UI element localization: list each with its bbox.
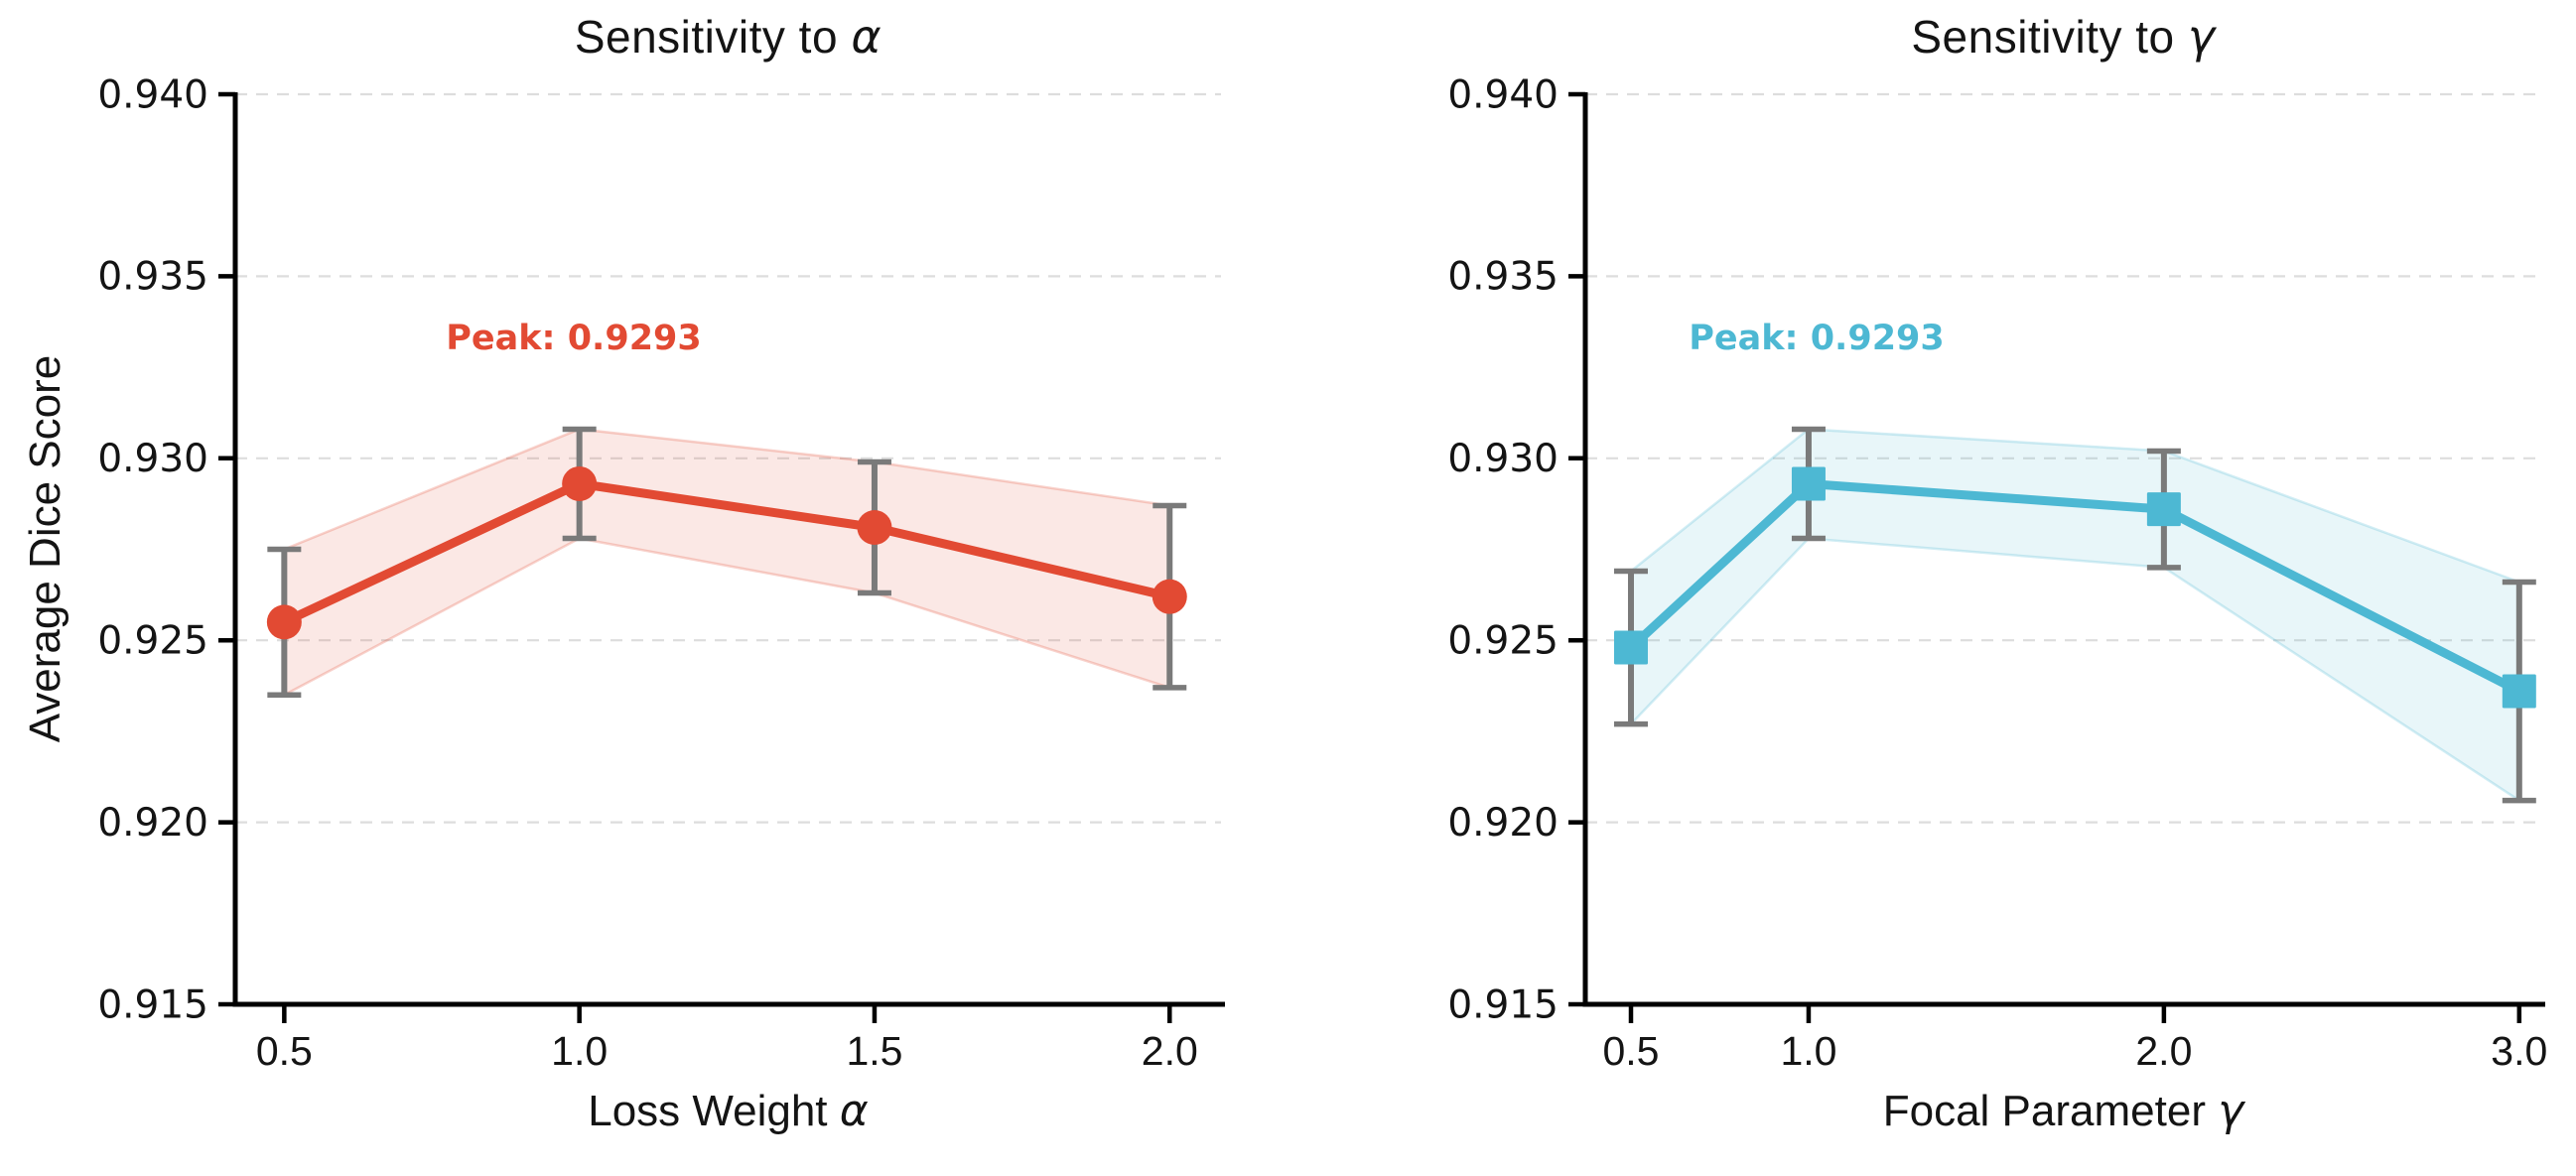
x-tick-label: 2.0 [1142, 1028, 1198, 1074]
data-point-marker [1152, 579, 1187, 614]
x-axis-label-gamma-text: Focal Parameter [1882, 1087, 2219, 1135]
y-tick-label: 0.930 [1447, 437, 1559, 481]
series-line [1626, 478, 2524, 697]
x-tick-label: 1.0 [551, 1028, 608, 1074]
y-tick-label: 0.940 [97, 72, 208, 117]
data-point-marker [2146, 492, 2181, 527]
chart-title-gamma: Sensitivity to γ [1585, 10, 2541, 64]
x-tick-label: 1.0 [1780, 1028, 1836, 1074]
peak-annotation-gamma: Peak: 0.9293 [1689, 319, 1945, 358]
x-tick-label: 0.5 [256, 1028, 313, 1074]
x-axis-label-gamma: Focal Parameter γ [1585, 1086, 2541, 1136]
data-point-marker [1613, 630, 1648, 665]
x-tick-label: 1.5 [846, 1028, 902, 1074]
y-tick-label: 0.930 [97, 437, 208, 481]
y-tick-label: 0.940 [1447, 72, 1559, 117]
panel-alpha: 0.5 1.0 1.5 2.0 0.915 0.920 0.925 0.930 0.935 0.9… [97, 72, 1225, 1074]
alpha-symbol: α [839, 1086, 869, 1136]
x-tick-label: 2.0 [2135, 1028, 2192, 1074]
data-point-marker [2502, 674, 2536, 709]
panel-gamma: 0.5 1.0 2.0 3.0 0.915 0.920 0.925 0.930 0.935 0.9… [1447, 72, 2547, 1074]
x-tick-label: 3.0 [2491, 1028, 2547, 1074]
y-tick-label: 0.925 [97, 618, 208, 663]
confidence-band-lower-edge [283, 537, 1170, 697]
y-tick-label: 0.935 [97, 255, 208, 300]
y-axis-label: Average Dice Score [21, 354, 69, 743]
data-point-marker [562, 465, 598, 501]
y-tick-label: 0.920 [97, 801, 208, 846]
gamma-symbol: γ [2218, 1086, 2244, 1136]
data-point-marker [266, 604, 302, 640]
confidence-band [284, 429, 1170, 696]
chart-title-alpha-text: Sensitivity to [574, 11, 852, 63]
gamma-symbol: γ [2187, 10, 2216, 64]
y-tick-label: 0.920 [1447, 801, 1559, 846]
y-tick-label: 0.915 [97, 982, 208, 1027]
x-tick-label: 0.5 [1602, 1028, 1659, 1074]
data-point-marker [857, 509, 892, 545]
alpha-symbol: α [851, 10, 882, 64]
confidence-band-upper-edge [1630, 428, 2520, 584]
y-tick-label: 0.915 [1447, 982, 1559, 1027]
chart-title-alpha: Sensitivity to α [235, 10, 1221, 64]
y-tick-label: 0.925 [1447, 618, 1559, 663]
peak-annotation-alpha: Peak: 0.9293 [446, 319, 702, 358]
confidence-band-lower-edge [1630, 537, 2520, 802]
confidence-band [1630, 429, 2519, 801]
chart-title-gamma-text: Sensitivity to [1911, 11, 2188, 63]
x-axis-label-alpha: Loss Weight α [235, 1086, 1221, 1136]
data-point-marker [1791, 466, 1826, 501]
series-line [279, 478, 1174, 627]
y-tick-label: 0.935 [1447, 255, 1559, 300]
confidence-band-upper-edge [283, 428, 1170, 551]
x-axis-label-alpha-text: Loss Weight [588, 1087, 840, 1135]
